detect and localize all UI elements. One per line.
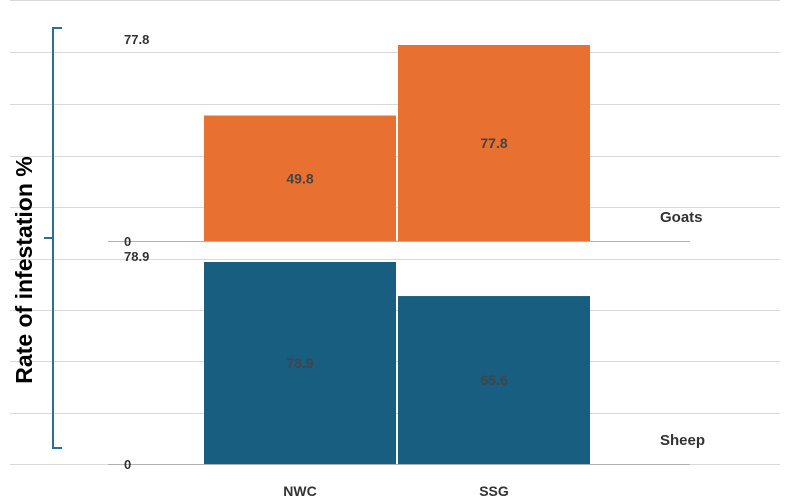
bars: [204, 45, 590, 464]
y-axis-label: Rate of infestation %: [11, 156, 37, 383]
labels: Rate of infestation % 49.8 77.8 77.8 0 Goats 7…: [11, 32, 705, 499]
sheep-data-label-ssg: 65.6: [480, 372, 507, 388]
sheep-tick-min: 0: [124, 457, 131, 472]
sheep-bar-nwc: [204, 262, 396, 464]
category-label-nwc: NWC: [283, 483, 316, 499]
sheep-panel-label: Sheep: [660, 432, 705, 449]
goats-data-label-nwc: 49.8: [286, 170, 313, 186]
y-axis-bracket: [52, 27, 62, 449]
goats-panel-label: Goats: [660, 209, 703, 226]
axes: [44, 27, 690, 465]
sheep-tick-max: 78.9: [124, 249, 149, 264]
category-label-ssg: SSG: [479, 483, 509, 499]
goats-data-label-ssg: 77.8: [480, 135, 507, 151]
goats-tick-max: 77.8: [124, 32, 149, 47]
goats-tick-min: 0: [124, 234, 131, 249]
goats-bar-nwc: [204, 115, 396, 241]
sheep-bar-ssg: [398, 296, 590, 464]
goats-bar-ssg: [398, 45, 590, 241]
sheep-data-label-nwc: 78.9: [286, 355, 313, 371]
